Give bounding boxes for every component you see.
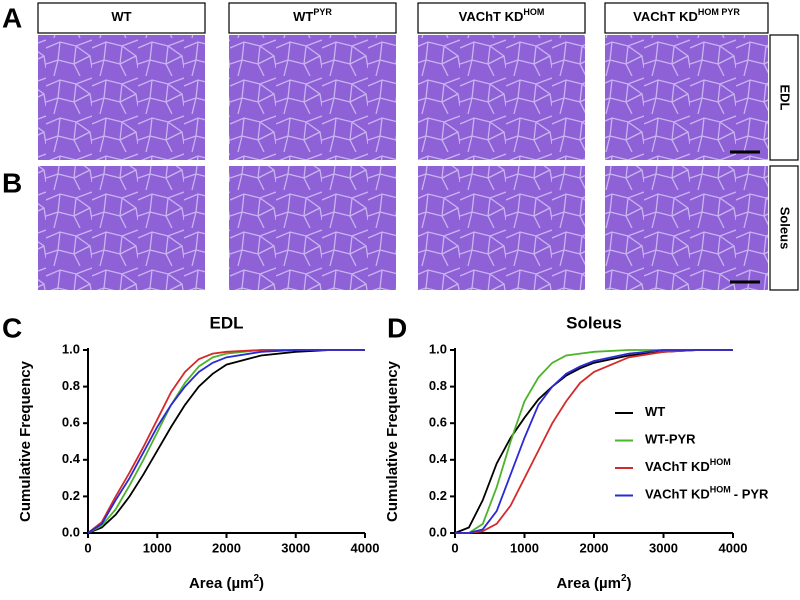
y-axis-label: Cumulative Frequency <box>384 360 401 522</box>
y-tick-label: 0.8 <box>62 378 80 393</box>
chart-title: EDL <box>210 313 244 332</box>
series-line <box>87 349 365 534</box>
y-tick-label: 0.2 <box>429 488 447 503</box>
legend-sup: HOM <box>710 485 731 495</box>
x-tick-label: 2000 <box>212 540 241 555</box>
series-line <box>455 349 733 534</box>
micrograph <box>38 35 205 160</box>
y-tick-label: 0.0 <box>429 524 447 539</box>
x-label-text: Area (µm <box>556 575 621 592</box>
legend-name: VAChT KD <box>645 459 710 474</box>
legend-label: VAChT KDHOM - PYR <box>645 485 769 502</box>
column-header: VAChT KDHOM <box>459 7 545 24</box>
header-text: VAChT KD <box>633 9 698 24</box>
legend-name: WT <box>645 404 665 419</box>
x-label-end: ) <box>259 575 264 592</box>
panel-letter: D <box>387 312 407 343</box>
y-tick-label: 0.6 <box>62 415 80 430</box>
row-label-box <box>769 165 799 291</box>
column-header-box <box>604 2 769 34</box>
micrograph <box>418 35 585 160</box>
header-text: WT <box>111 9 131 24</box>
legend-name: VAChT KD <box>645 487 710 502</box>
micrograph <box>418 166 585 290</box>
legend-sup: HOM <box>710 457 731 467</box>
micrograph <box>605 35 768 160</box>
column-header: WT <box>111 9 131 24</box>
header-text: VAChT KD <box>459 9 524 24</box>
micrograph <box>229 35 396 160</box>
column-header: VAChT KDHOM PYR <box>633 7 740 24</box>
y-tick-label: 0.4 <box>429 451 448 466</box>
column-header-box <box>37 2 206 34</box>
header-sup: PYR <box>313 7 332 17</box>
header-text: WT <box>293 9 313 24</box>
column-header-box <box>417 2 586 34</box>
x-tick-label: 0 <box>451 540 458 555</box>
series-line <box>87 349 365 534</box>
row-label-box <box>769 34 799 161</box>
y-tick-label: 0.0 <box>62 524 80 539</box>
panel-letter: B <box>2 167 22 198</box>
x-label-text: Area (µm <box>189 575 254 592</box>
series-line <box>455 349 733 534</box>
x-tick-label: 2000 <box>580 540 609 555</box>
header-sup: HOM PYR <box>698 7 741 17</box>
y-tick-label: 0.6 <box>429 415 447 430</box>
panel-letter: C <box>2 312 22 343</box>
x-tick-label: 0 <box>84 540 91 555</box>
y-tick-label: 0.4 <box>62 451 81 466</box>
y-tick-label: 0.2 <box>62 488 80 503</box>
series-line <box>87 349 365 534</box>
series-line <box>455 349 733 534</box>
x-label-sup: 2 <box>253 573 259 584</box>
legend-label: VAChT KDHOM <box>645 457 731 474</box>
x-tick-label: 4000 <box>719 540 748 555</box>
y-axis-label: Cumulative Frequency <box>17 360 34 522</box>
legend-label: WT-PYR <box>645 432 696 447</box>
y-tick-label: 1.0 <box>429 341 447 356</box>
row-label: Soleus <box>778 207 793 250</box>
legend-suffix: - PYR <box>734 487 769 502</box>
x-tick-label: 3000 <box>649 540 678 555</box>
micrograph <box>38 166 205 290</box>
chart-title: Soleus <box>566 313 622 332</box>
row-label: EDL <box>778 85 793 111</box>
panel-letter: A <box>2 2 22 33</box>
y-tick-label: 0.8 <box>429 378 447 393</box>
header-sup: HOM <box>523 7 544 17</box>
legend-label: WT <box>645 404 665 419</box>
x-label-end: ) <box>627 575 632 592</box>
series-line <box>87 349 365 534</box>
micrograph <box>605 166 768 290</box>
column-header: WTPYR <box>293 7 332 24</box>
x-tick-label: 1000 <box>143 540 172 555</box>
x-axis-label: Area (µm2) <box>189 573 264 592</box>
x-label-sup: 2 <box>621 573 627 584</box>
micrograph <box>229 166 396 290</box>
x-tick-label: 4000 <box>351 540 380 555</box>
x-tick-label: 1000 <box>510 540 539 555</box>
column-header-box <box>228 2 397 34</box>
y-tick-label: 1.0 <box>62 341 80 356</box>
legend-name: WT-PYR <box>645 432 696 447</box>
x-tick-label: 3000 <box>281 540 310 555</box>
x-axis-label: Area (µm2) <box>556 573 631 592</box>
